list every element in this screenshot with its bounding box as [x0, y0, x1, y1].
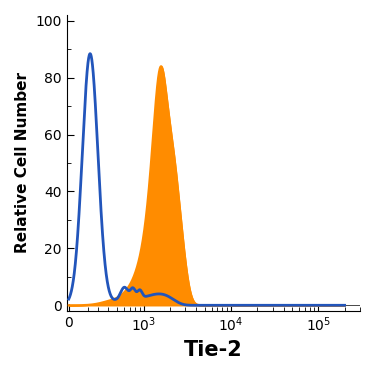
Y-axis label: Relative Cell Number: Relative Cell Number: [15, 72, 30, 254]
X-axis label: Tie-2: Tie-2: [184, 340, 243, 360]
